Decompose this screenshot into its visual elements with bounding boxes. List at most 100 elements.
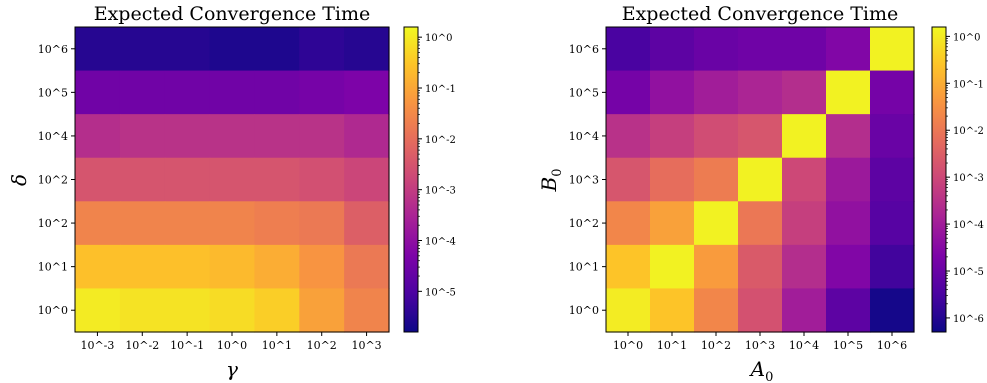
heatmap-cell	[299, 157, 345, 202]
x-tick-label: 10^1	[657, 339, 687, 352]
x-tick-label: 10^5	[833, 339, 863, 352]
colorbar-tick-label: 10^-2	[953, 126, 984, 137]
right-chart-title: Expected Convergence Time	[622, 3, 899, 25]
heatmap-cell	[782, 288, 827, 333]
x-tick-label: 10^-1	[170, 339, 204, 352]
y-tick-label: 10^0	[38, 304, 68, 317]
heatmap-cell	[694, 244, 739, 290]
right-x-axis-label-main: A	[749, 357, 765, 381]
y-tick-label: 10^2	[569, 217, 599, 230]
colorbar-tick-label: 10^-3	[425, 186, 456, 197]
heatmap-cell	[870, 27, 915, 72]
heatmap-cell	[299, 201, 345, 246]
y-tick-label: 10^1	[38, 261, 68, 274]
colorbar-tick-label: 10^-6	[953, 314, 984, 325]
heatmap-cell	[694, 157, 739, 202]
heatmap-cell	[209, 157, 256, 202]
right-heatmap-cells	[606, 27, 915, 333]
heatmap-cell	[870, 114, 915, 159]
y-tick-label: 10^6	[569, 43, 599, 56]
heatmap-cell	[650, 288, 695, 333]
right-x-ticks: 10^0 10^1 10^2 10^3 10^4 10^5 10^6	[613, 332, 907, 352]
heatmap-cell	[606, 27, 651, 72]
heatmap-cell	[606, 70, 651, 115]
heatmap-cell	[299, 288, 345, 333]
heatmap-cell	[254, 70, 300, 115]
heatmap-cell	[870, 201, 915, 246]
heatmap-cell	[606, 288, 651, 333]
colorbar-tick-label: 10^-4	[953, 220, 984, 231]
left-colorbar	[403, 26, 419, 333]
heatmap-cell	[782, 201, 827, 246]
x-tick-label: 10^0	[217, 339, 247, 352]
x-tick-label: 10^2	[307, 339, 337, 352]
x-tick-label: 10^1	[262, 339, 292, 352]
heatmap-cell	[826, 157, 871, 202]
heatmap-cell	[254, 201, 300, 246]
colorbar-tick-label: 10^-2	[425, 135, 456, 146]
left-chart-title: Expected Convergence Time	[94, 3, 371, 25]
heatmap-cell	[344, 114, 390, 159]
heatmap-cell	[344, 27, 390, 72]
left-colorbar-ticks: 10^0 10^-1 10^-2 10^-3 10^-4 10^-5	[418, 33, 456, 298]
heatmap-cell	[606, 244, 651, 290]
heatmap-cell	[650, 27, 695, 72]
heatmap-cell	[870, 70, 915, 115]
left-y-ticks: 10^6 10^5 10^4 10^2 10^2 10^1 10^0	[38, 43, 75, 317]
colorbar-tick-label: 10^-5	[425, 287, 456, 298]
heatmap-cell	[694, 27, 739, 72]
heatmap-cell	[694, 288, 739, 333]
heatmap-cell	[782, 27, 827, 72]
heatmap-cell	[344, 201, 390, 246]
y-tick-label: 10^5	[38, 86, 68, 99]
heatmap-cell	[606, 201, 651, 246]
heatmap-cell	[164, 157, 211, 202]
y-tick-label: 10^4	[569, 130, 599, 143]
heatmap-cell	[782, 114, 827, 159]
heatmap-cell	[344, 288, 390, 333]
heatmap-cell	[650, 157, 695, 202]
right-x-axis-label-sub: 0	[765, 370, 773, 383]
heatmap-cell	[694, 201, 739, 246]
heatmap-cell	[782, 70, 827, 115]
y-tick-label: 10^1	[569, 261, 599, 274]
colorbar-tick-label: 10^-4	[425, 237, 456, 248]
heatmap-cell	[75, 27, 121, 72]
heatmap-cell	[164, 244, 211, 290]
right-x-axis-label: A0	[749, 357, 774, 383]
left-x-ticks: 10^-3 10^-2 10^-1 10^0 10^1 10^2 10^3	[80, 332, 382, 352]
heatmap-cell	[254, 157, 300, 202]
colorbar-tick-label: 10^0	[953, 32, 980, 43]
heatmap-cell	[738, 70, 783, 115]
x-tick-label: 10^6	[877, 339, 907, 352]
heatmap-cell	[344, 157, 390, 202]
right-y-axis-label-sub: 0	[550, 169, 565, 177]
heatmap-cell	[870, 157, 915, 202]
heatmap-cell	[119, 114, 166, 159]
heatmap-cell	[75, 114, 121, 159]
heatmap-cell	[119, 201, 166, 246]
y-tick-label: 10^2	[38, 174, 68, 187]
heatmap-cell	[209, 70, 256, 115]
y-tick-label: 10^3	[569, 174, 599, 187]
heatmap-cell	[782, 244, 827, 290]
heatmap-cell	[254, 244, 300, 290]
heatmap-cell	[650, 70, 695, 115]
heatmap-cell	[344, 70, 390, 115]
heatmap-cell	[209, 27, 256, 72]
heatmap-cell	[738, 201, 783, 246]
heatmap-cell	[738, 114, 783, 159]
heatmap-cell	[694, 70, 739, 115]
heatmap-cell	[650, 114, 695, 159]
heatmap-cell	[164, 27, 211, 72]
heatmap-cell	[606, 157, 651, 202]
x-tick-label: 10^4	[789, 339, 819, 352]
heatmap-cell	[826, 114, 871, 159]
heatmap-cell	[209, 114, 256, 159]
left-x-axis-label: γ	[226, 357, 238, 381]
right-colorbar	[931, 26, 947, 333]
left-heatmap-panel: Expected Convergence Time 10^-3 10^-2 10^-…	[7, 3, 456, 381]
heatmap-cell	[209, 288, 256, 333]
heatmap-cell	[209, 244, 256, 290]
x-tick-label: 10^2	[701, 339, 731, 352]
